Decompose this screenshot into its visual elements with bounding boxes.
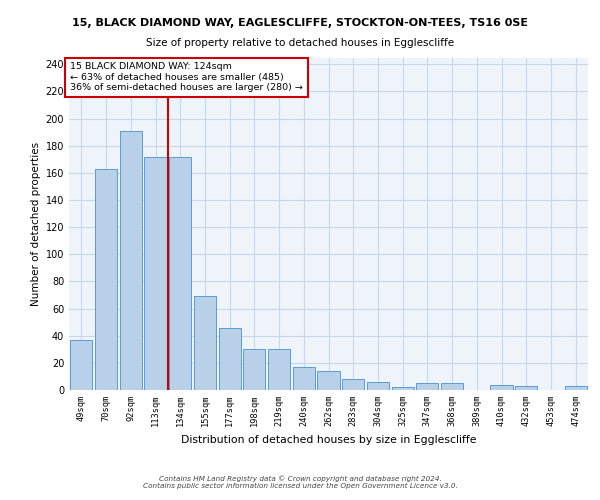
Text: Contains HM Land Registry data © Crown copyright and database right 2024.
Contai: Contains HM Land Registry data © Crown c… <box>143 475 457 489</box>
Bar <box>342 379 364 390</box>
Text: 15, BLACK DIAMOND WAY, EAGLESCLIFFE, STOCKTON-ON-TEES, TS16 0SE: 15, BLACK DIAMOND WAY, EAGLESCLIFFE, STO… <box>72 18 528 28</box>
Bar <box>169 156 191 390</box>
Bar <box>95 169 117 390</box>
Bar <box>218 328 241 390</box>
X-axis label: Distribution of detached houses by size in Egglescliffe: Distribution of detached houses by size … <box>181 434 476 444</box>
Bar <box>70 340 92 390</box>
Bar <box>243 350 265 390</box>
Bar <box>194 296 216 390</box>
Bar <box>515 386 538 390</box>
Bar <box>145 156 167 390</box>
Bar <box>565 386 587 390</box>
Bar <box>293 367 315 390</box>
Bar <box>268 350 290 390</box>
Bar <box>317 371 340 390</box>
Text: Size of property relative to detached houses in Egglescliffe: Size of property relative to detached ho… <box>146 38 454 48</box>
Bar <box>119 131 142 390</box>
Bar <box>367 382 389 390</box>
Bar <box>392 388 414 390</box>
Y-axis label: Number of detached properties: Number of detached properties <box>31 142 41 306</box>
Bar <box>416 383 439 390</box>
Bar <box>490 384 512 390</box>
Text: 15 BLACK DIAMOND WAY: 124sqm
← 63% of detached houses are smaller (485)
36% of s: 15 BLACK DIAMOND WAY: 124sqm ← 63% of de… <box>70 62 303 92</box>
Bar <box>441 383 463 390</box>
